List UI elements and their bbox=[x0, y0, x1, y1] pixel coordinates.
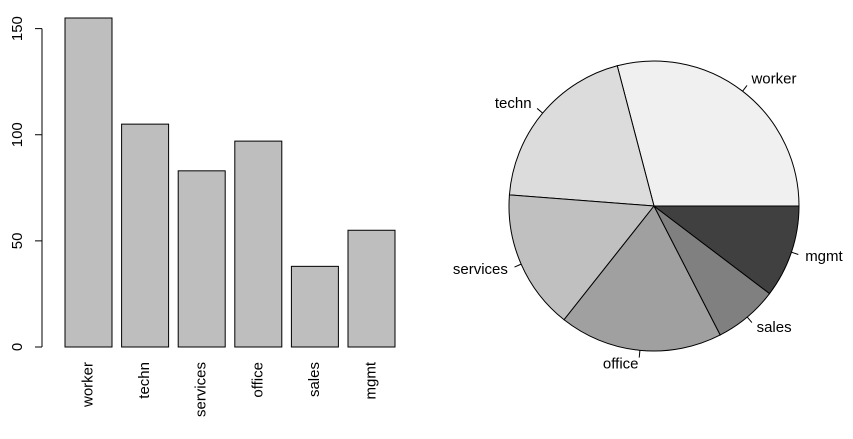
x-tick-label: sales bbox=[306, 362, 323, 397]
bar bbox=[347, 229, 396, 348]
bar bbox=[234, 140, 283, 348]
label-line bbox=[746, 316, 753, 323]
bar bbox=[177, 170, 226, 348]
slice-label: techn bbox=[495, 95, 532, 112]
y-tick-label: 150 bbox=[9, 16, 26, 41]
x-tick-label: worker bbox=[79, 362, 96, 408]
x-tick-label: techn bbox=[136, 362, 153, 399]
slice-label: sales bbox=[757, 319, 792, 336]
label-line bbox=[791, 251, 799, 255]
y-tick-label: 0 bbox=[9, 343, 26, 351]
y-tick-label: 50 bbox=[9, 233, 26, 250]
label-line bbox=[514, 263, 522, 268]
label-line bbox=[638, 350, 641, 358]
label-line bbox=[536, 108, 544, 114]
pie-slice bbox=[616, 60, 800, 207]
slice-label: services bbox=[453, 261, 508, 278]
pie-slice bbox=[563, 205, 721, 352]
pie-slice bbox=[508, 194, 655, 321]
x-tick-label: services bbox=[193, 362, 210, 417]
slice-label: office bbox=[603, 356, 639, 373]
bar bbox=[64, 17, 113, 348]
x-tick-label: office bbox=[249, 362, 266, 398]
y-tick-label: 100 bbox=[9, 122, 26, 147]
bar bbox=[290, 265, 339, 348]
x-tick-label: mgmt bbox=[362, 361, 379, 399]
pie-slice bbox=[652, 205, 800, 295]
label-line bbox=[742, 85, 748, 92]
bar bbox=[121, 123, 170, 348]
slice-label: worker bbox=[750, 71, 796, 88]
slice-label: mgmt bbox=[805, 248, 843, 265]
